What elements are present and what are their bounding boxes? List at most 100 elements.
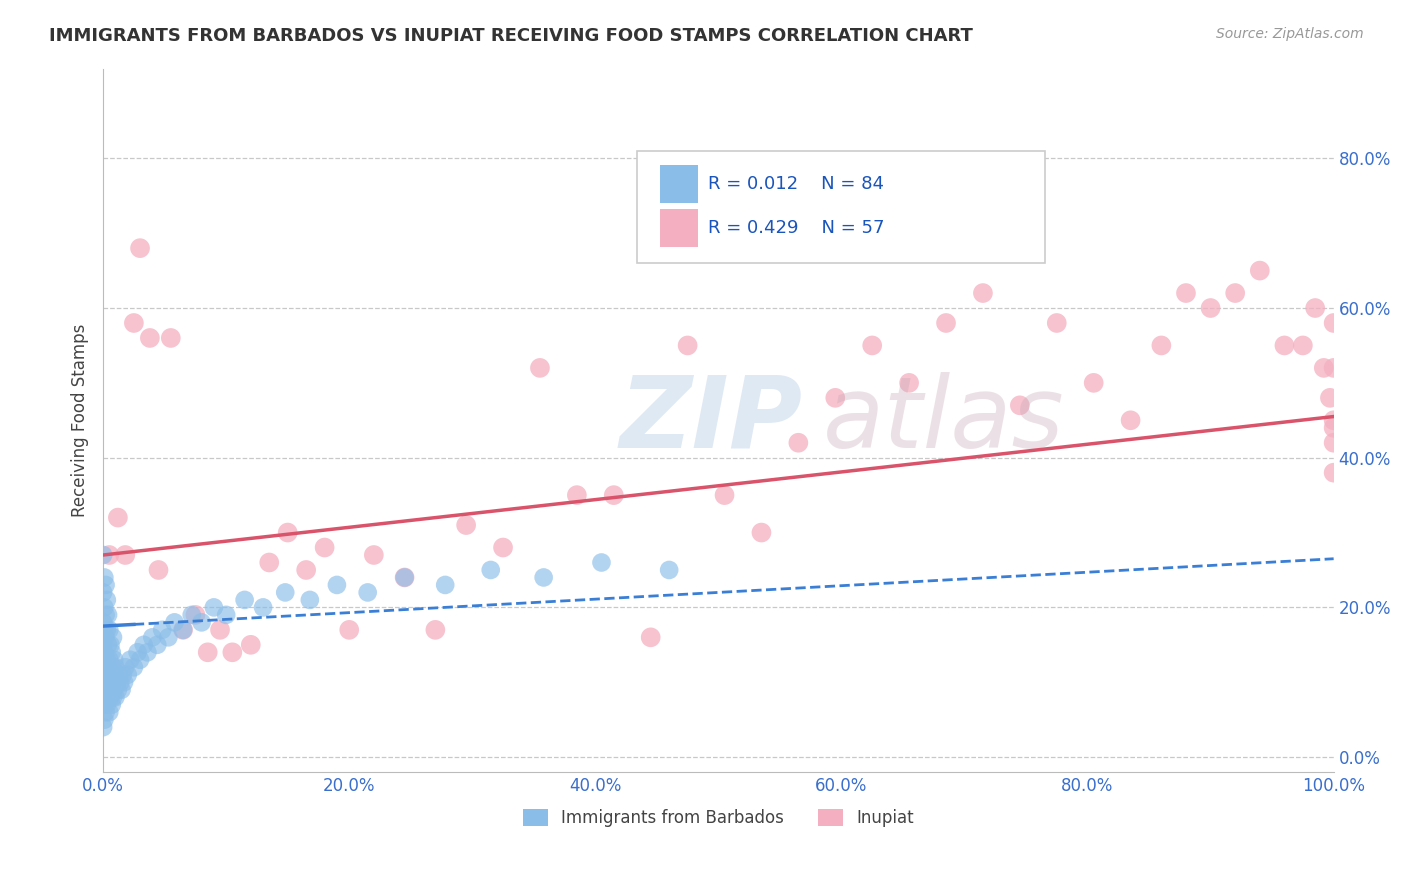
Point (298, 593, 321, 607)
Point (120, 653, 142, 667)
Point (127, 645, 149, 659)
Point (337, 623, 360, 637)
Point (107, 510, 129, 524)
Point (97, 638, 120, 652)
Point (1313, 360, 1336, 375)
Point (150, 623, 173, 637)
Text: atlas: atlas (823, 372, 1064, 469)
Point (93, 690, 115, 705)
Point (935, 316, 957, 330)
Point (98, 653, 121, 667)
Point (94, 682, 117, 697)
Point (96, 653, 118, 667)
Point (565, 488, 588, 502)
Point (326, 578, 349, 592)
Point (117, 667, 139, 681)
Point (1319, 391, 1341, 405)
Point (1008, 398, 1031, 412)
Point (94, 660, 117, 674)
Point (100, 667, 122, 681)
Point (713, 488, 735, 502)
Point (197, 645, 219, 659)
Point (98, 548, 121, 562)
Point (91, 638, 114, 652)
Point (1225, 286, 1247, 301)
Point (91, 720, 114, 734)
Point (751, 525, 773, 540)
Point (1323, 466, 1346, 480)
Point (640, 630, 662, 644)
Point (93, 645, 115, 659)
Point (157, 630, 180, 644)
Point (93, 600, 115, 615)
Point (860, 338, 883, 352)
Text: R = 0.429    N = 57: R = 0.429 N = 57 (707, 219, 884, 237)
Point (148, 563, 170, 577)
Text: IMMIGRANTS FROM BARBADOS VS INUPIAT RECEIVING FOOD STAMPS CORRELATION CHART: IMMIGRANTS FROM BARBADOS VS INUPIAT RECE… (49, 27, 973, 45)
Point (111, 667, 134, 681)
Point (1292, 338, 1315, 352)
Point (190, 615, 212, 630)
Point (184, 607, 207, 622)
Point (1119, 413, 1142, 427)
Point (1046, 316, 1069, 330)
Point (110, 675, 132, 690)
Point (114, 548, 136, 562)
Point (239, 638, 262, 652)
Text: ZIP: ZIP (620, 372, 803, 469)
Point (658, 563, 681, 577)
Point (479, 563, 502, 577)
Point (591, 556, 613, 570)
Point (100, 698, 122, 712)
Point (94, 578, 117, 592)
Point (676, 338, 699, 352)
Point (233, 593, 256, 607)
Point (1323, 360, 1346, 375)
Point (215, 607, 238, 622)
Point (132, 638, 155, 652)
Point (129, 241, 152, 255)
Point (93, 667, 115, 681)
Point (108, 667, 131, 681)
Point (91, 585, 114, 599)
Point (122, 660, 145, 674)
Point (314, 541, 336, 555)
Point (898, 376, 921, 390)
Point (112, 675, 135, 690)
Point (141, 630, 163, 644)
Point (172, 623, 194, 637)
Point (91, 615, 114, 630)
Point (221, 645, 243, 659)
Point (122, 316, 145, 330)
Point (202, 600, 225, 615)
Point (1323, 413, 1346, 427)
Point (1274, 338, 1296, 352)
Point (101, 690, 124, 705)
Point (97, 690, 120, 705)
Point (172, 623, 194, 637)
Point (101, 660, 124, 674)
Point (97, 607, 120, 622)
Point (295, 563, 318, 577)
Point (163, 615, 186, 630)
Point (425, 623, 447, 637)
Point (93, 570, 115, 584)
Point (104, 690, 127, 705)
Point (434, 578, 457, 592)
Point (94, 607, 117, 622)
Point (1323, 435, 1346, 450)
Point (96, 593, 118, 607)
Point (529, 360, 551, 375)
Point (274, 585, 297, 599)
Point (105, 675, 128, 690)
Point (1083, 376, 1105, 390)
Point (98, 682, 121, 697)
Y-axis label: Receiving Food Stamps: Receiving Food Stamps (72, 324, 89, 517)
Point (252, 600, 274, 615)
Text: Source: ZipAtlas.com: Source: ZipAtlas.com (1216, 27, 1364, 41)
Point (208, 623, 231, 637)
Point (394, 570, 416, 584)
Point (1303, 301, 1326, 315)
Point (136, 645, 159, 659)
Point (91, 698, 114, 712)
